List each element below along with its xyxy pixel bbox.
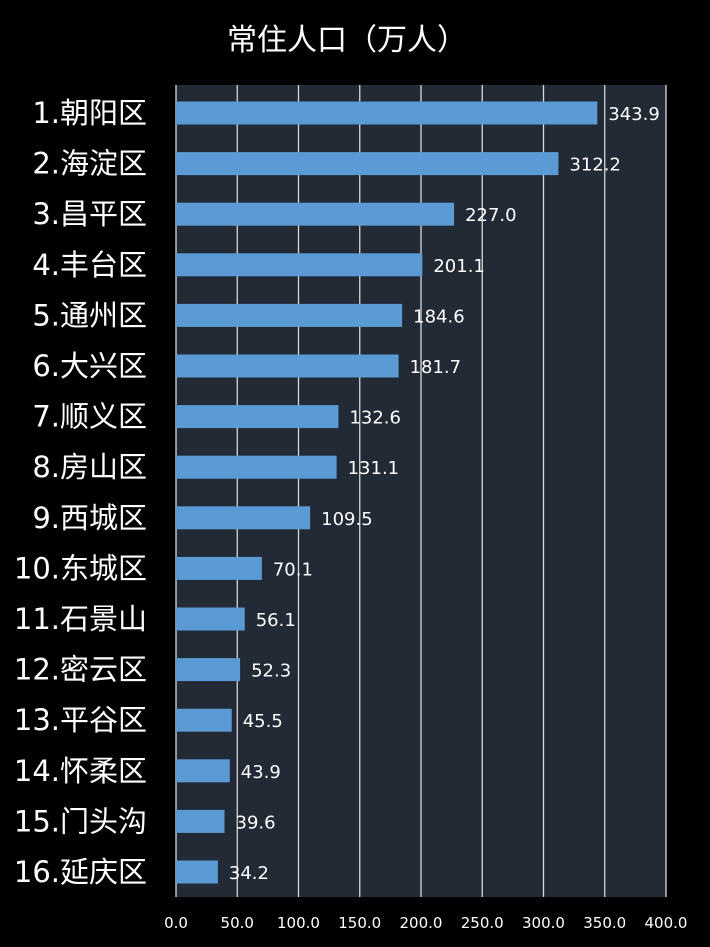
category-label: 1.朝阳区 bbox=[32, 96, 147, 130]
category-label: 6.大兴区 bbox=[32, 349, 147, 383]
x-tick-label: 150.0 bbox=[338, 914, 381, 932]
bar bbox=[176, 860, 218, 884]
data-label: 109.5 bbox=[321, 509, 373, 530]
category-label: 14.怀柔区 bbox=[14, 754, 147, 788]
bar bbox=[176, 101, 598, 125]
bar bbox=[176, 455, 337, 479]
data-label: 52.3 bbox=[251, 661, 291, 682]
category-label: 8.房山区 bbox=[32, 450, 147, 484]
category-label: 16.延庆区 bbox=[14, 855, 147, 889]
chart-title: 常住人口（万人） bbox=[227, 23, 467, 58]
category-label: 9.西城区 bbox=[32, 501, 147, 535]
category-label: 2.海淀区 bbox=[32, 147, 147, 181]
category-label: 12.密云区 bbox=[14, 653, 147, 687]
x-tick-label: 350.0 bbox=[583, 914, 626, 932]
bar bbox=[176, 809, 225, 833]
x-tick-label: 0.0 bbox=[164, 914, 188, 932]
bar bbox=[176, 708, 232, 732]
category-label: 13.平谷区 bbox=[14, 703, 147, 737]
data-labels: 343.9 312.2 227.0 201.1 184.6 181.7 132.6 131.1… bbox=[229, 104, 660, 884]
data-label: 132.6 bbox=[349, 408, 401, 429]
bar bbox=[176, 303, 403, 327]
data-label: 312.2 bbox=[569, 155, 621, 176]
bar bbox=[176, 658, 241, 682]
data-label: 181.7 bbox=[410, 357, 462, 378]
bar bbox=[176, 759, 230, 783]
data-label: 131.1 bbox=[348, 458, 400, 479]
x-tick-label: 300.0 bbox=[522, 914, 565, 932]
bar bbox=[176, 556, 262, 580]
gridlines bbox=[175, 85, 667, 897]
x-tick-label: 100.0 bbox=[277, 914, 320, 932]
data-label: 227.0 bbox=[465, 205, 517, 226]
x-tick-label: 200.0 bbox=[400, 914, 443, 932]
bar bbox=[176, 202, 455, 226]
data-label: 45.5 bbox=[243, 711, 283, 732]
bar bbox=[176, 152, 559, 176]
data-label: 39.6 bbox=[236, 812, 276, 833]
data-label: 343.9 bbox=[608, 104, 660, 125]
data-label: 34.2 bbox=[229, 863, 269, 884]
data-label: 201.1 bbox=[433, 256, 485, 277]
category-label: 15.门头沟 bbox=[14, 804, 147, 838]
x-tick-label: 250.0 bbox=[461, 914, 504, 932]
category-label: 11.石景山 bbox=[14, 602, 147, 636]
bar bbox=[176, 607, 245, 631]
category-label: 3.昌平区 bbox=[32, 197, 147, 231]
category-label: 4.丰台区 bbox=[32, 248, 147, 282]
bar bbox=[176, 354, 399, 378]
bars bbox=[176, 101, 598, 884]
x-tick-label: 50.0 bbox=[221, 914, 254, 932]
data-label: 184.6 bbox=[413, 306, 465, 327]
category-label: 7.顺义区 bbox=[32, 400, 147, 434]
data-label: 56.1 bbox=[256, 610, 296, 631]
x-tick-labels: 0.0 50.0 100.0 150.0 200.0 250.0 300.0 350.0 400… bbox=[164, 914, 687, 932]
x-tick-label: 400.0 bbox=[645, 914, 688, 932]
data-label: 70.1 bbox=[273, 559, 313, 580]
data-label: 43.9 bbox=[241, 762, 281, 783]
bar bbox=[176, 506, 311, 530]
category-label: 10.东城区 bbox=[14, 551, 147, 585]
bar bbox=[176, 253, 423, 277]
bar bbox=[176, 405, 339, 429]
category-labels: 1.朝阳区 2.海淀区 3.昌平区 4.丰台区 5.通州区 6.大兴区 7.顺义区 8.房山区… bbox=[14, 96, 147, 889]
category-label: 5.通州区 bbox=[32, 298, 147, 332]
